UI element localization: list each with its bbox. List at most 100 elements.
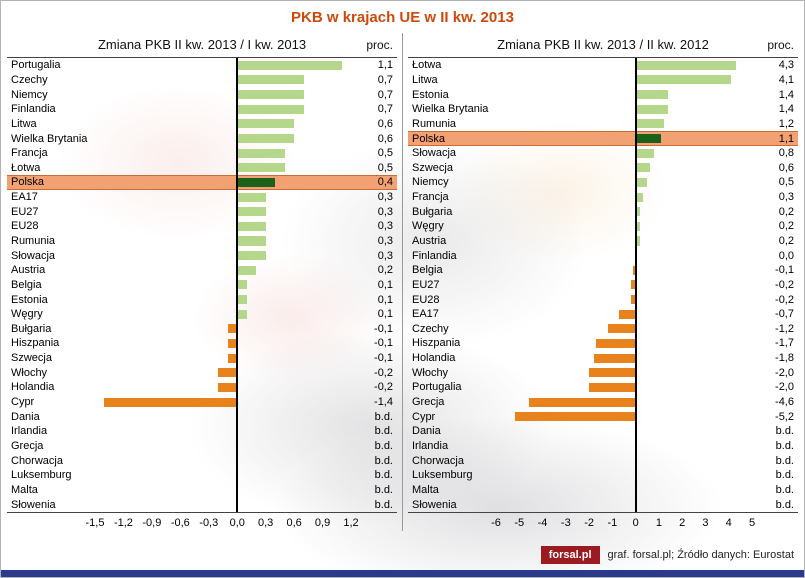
value-label: 0,3 xyxy=(377,249,393,262)
chart-row: Hiszpania -1,7 xyxy=(408,336,798,351)
chart-row: Rumunia 0,3 xyxy=(7,234,397,249)
chart-row: Słowacja 0,3 xyxy=(7,248,397,263)
value-bar xyxy=(237,90,304,100)
chart-row: Litwa 0,6 xyxy=(7,117,397,132)
value-bar xyxy=(630,280,636,290)
bar-track xyxy=(496,322,752,337)
value-bar xyxy=(635,148,655,158)
chart-row: Malta b.d. xyxy=(7,483,397,498)
country-label: Słowenia xyxy=(412,498,457,511)
value-label: -0,2 xyxy=(775,293,794,306)
chart-row: Włochy -2,0 xyxy=(408,365,798,380)
value-label: 0,6 xyxy=(377,132,393,145)
value-bar xyxy=(589,382,636,392)
value-bar xyxy=(514,412,636,422)
panel-divider xyxy=(402,33,403,531)
country-label: Luksemburg xyxy=(11,469,72,482)
chart-row: Wielka Brytania 0,6 xyxy=(7,131,397,146)
value-label: -1,4 xyxy=(374,396,393,409)
chart-row: Holandia -1,8 xyxy=(408,351,798,366)
value-label: -0,1 xyxy=(775,264,794,277)
bar-track xyxy=(496,497,752,512)
chart-yoy-x-axis: -6 -5 -4 -3 -2 -1 0 1 2 3 4 5 xyxy=(408,513,798,531)
bar-track xyxy=(496,409,752,424)
bar-track xyxy=(95,131,351,146)
bar-track xyxy=(95,395,351,410)
bar-track xyxy=(95,380,351,395)
value-label: -4,6 xyxy=(775,396,794,409)
chart-row: Niemcy 0,7 xyxy=(7,87,397,102)
country-label: Bułgaria xyxy=(11,322,52,335)
value-bar xyxy=(635,133,662,144)
chart-row: Bułgaria -0,1 xyxy=(7,322,397,337)
x-axis-tick: 0 xyxy=(632,517,639,529)
bar-track xyxy=(496,73,752,88)
x-axis-tick: 0,9 xyxy=(314,517,331,529)
chart-row: Luksemburg b.d. xyxy=(7,468,397,483)
value-label: b.d. xyxy=(775,454,794,467)
country-label: Polska xyxy=(11,176,45,189)
value-bar xyxy=(635,119,664,129)
footer: forsal.pl graf. forsal.pl; Źródło danych… xyxy=(540,546,794,564)
value-label: 0,4 xyxy=(377,176,393,189)
x-axis-tick: -1,2 xyxy=(113,517,133,529)
value-label: b.d. xyxy=(374,454,393,467)
chart-row: Irlandia b.d. xyxy=(7,424,397,439)
bar-track xyxy=(496,102,752,117)
bar-track xyxy=(95,453,351,468)
chart-row: EU28 0,3 xyxy=(7,219,397,234)
country-label: Portugalia xyxy=(412,381,462,394)
bar-track xyxy=(496,219,752,234)
value-label: b.d. xyxy=(374,410,393,423)
bar-track xyxy=(496,468,752,483)
value-bar xyxy=(218,382,238,392)
chart-qoq: Zmiana PKB II kw. 2013 / I kw. 2013 proc… xyxy=(7,33,397,531)
chart-row: EU28 -0,2 xyxy=(408,292,798,307)
value-bar xyxy=(635,104,669,114)
country-label: Estonia xyxy=(412,88,449,101)
bar-track xyxy=(95,439,351,454)
value-bar xyxy=(237,119,295,129)
bar-track xyxy=(496,336,752,351)
value-label: -2,0 xyxy=(775,366,794,379)
value-label: -0,2 xyxy=(775,278,794,291)
value-bar xyxy=(237,207,266,217)
charts-container: Zmiana PKB II kw. 2013 / I kw. 2013 proc… xyxy=(7,33,798,531)
chart-row: Szwecja 0,6 xyxy=(408,160,798,175)
bar-track xyxy=(95,87,351,102)
value-label: b.d. xyxy=(374,483,393,496)
value-label: 4,1 xyxy=(778,73,794,86)
country-label: Irlandia xyxy=(412,439,449,452)
bar-track xyxy=(496,278,752,293)
country-label: Finlandia xyxy=(412,249,457,262)
chart-row: Łotwa 0,5 xyxy=(7,160,397,175)
zero-axis-line xyxy=(634,58,637,512)
bar-track xyxy=(95,234,351,249)
chart-row: EU27 -0,2 xyxy=(408,278,798,293)
bar-track xyxy=(496,190,752,205)
page-title: PKB w krajach UE w II kw. 2013 xyxy=(291,9,514,26)
country-label: Bułgaria xyxy=(412,205,453,218)
value-bar xyxy=(227,353,238,363)
bar-track xyxy=(496,483,752,498)
value-bar xyxy=(630,295,636,305)
value-label: -2,0 xyxy=(775,381,794,394)
x-axis-tick: -6 xyxy=(491,517,501,529)
chart-row: EA17 0,3 xyxy=(7,190,397,205)
x-axis-tick: 1 xyxy=(655,517,662,529)
chart-row: Czechy 0,7 xyxy=(7,73,397,88)
value-label: 0,7 xyxy=(377,88,393,101)
bar-track xyxy=(496,365,752,380)
value-bar xyxy=(635,75,732,85)
value-label: 1,4 xyxy=(778,103,794,116)
chart-row: Estonia 0,1 xyxy=(7,292,397,307)
x-axis-tick: -0,9 xyxy=(142,517,162,529)
bar-track xyxy=(95,483,351,498)
value-bar xyxy=(635,163,650,173)
country-label: EU27 xyxy=(11,205,39,218)
x-axis-tick: -0,6 xyxy=(170,517,190,529)
chart-row-highlighted: Polska 1,1 xyxy=(408,131,798,146)
x-axis-tick: 4 xyxy=(725,517,732,529)
value-bar xyxy=(635,192,643,202)
